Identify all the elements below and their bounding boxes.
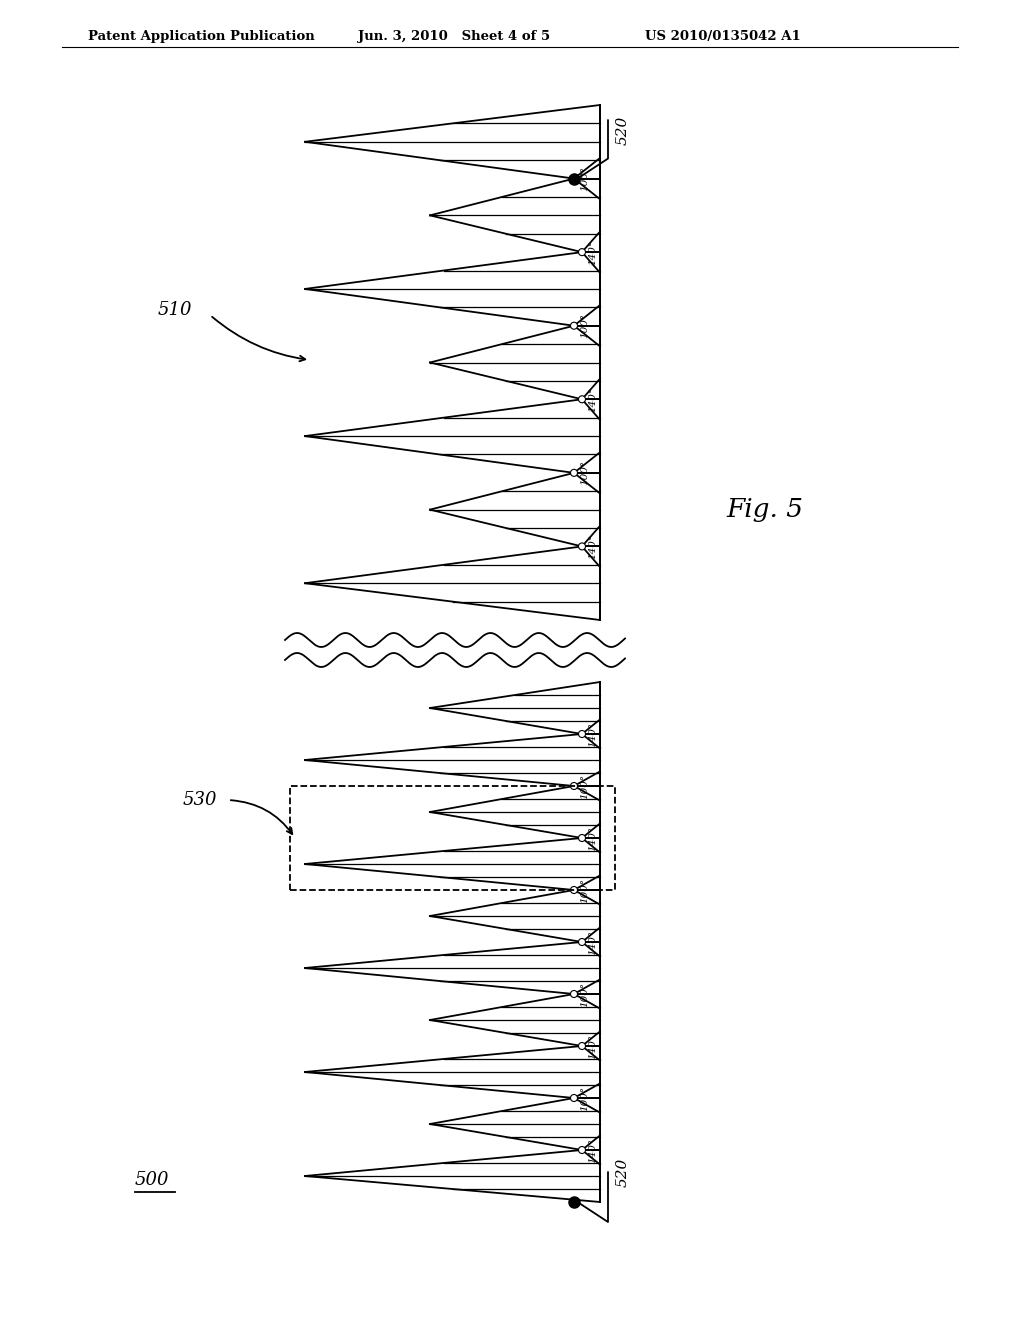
Text: 100°: 100° — [580, 313, 589, 338]
Circle shape — [570, 783, 578, 789]
Text: 100°: 100° — [580, 461, 589, 486]
Text: US 2010/0135042 A1: US 2010/0135042 A1 — [645, 30, 801, 44]
Circle shape — [579, 1043, 586, 1049]
Text: 520: 520 — [616, 1158, 630, 1187]
Text: 100°: 100° — [580, 878, 589, 903]
Text: 100°: 100° — [580, 166, 589, 191]
Text: 140°: 140° — [588, 387, 597, 412]
Text: 530: 530 — [182, 791, 217, 809]
Text: 100°: 100° — [580, 982, 589, 1007]
Text: 100°: 100° — [580, 774, 589, 799]
Text: 140°: 140° — [588, 722, 597, 747]
Circle shape — [570, 470, 578, 477]
Text: 140°: 140° — [588, 533, 597, 558]
Text: Patent Application Publication: Patent Application Publication — [88, 30, 314, 44]
Text: 100°: 100° — [580, 1085, 589, 1110]
Circle shape — [579, 543, 586, 550]
Circle shape — [570, 887, 578, 894]
Text: 140°: 140° — [588, 1034, 597, 1059]
Text: 510: 510 — [158, 301, 193, 319]
Circle shape — [570, 1094, 578, 1101]
Circle shape — [570, 176, 578, 182]
Circle shape — [579, 730, 586, 738]
Text: Jun. 3, 2010   Sheet 4 of 5: Jun. 3, 2010 Sheet 4 of 5 — [358, 30, 550, 44]
Circle shape — [579, 834, 586, 842]
Text: 140°: 140° — [588, 929, 597, 954]
Text: 140°: 140° — [588, 825, 597, 850]
Text: 140°: 140° — [588, 1138, 597, 1163]
Text: Fig. 5: Fig. 5 — [726, 498, 804, 523]
Circle shape — [570, 990, 578, 998]
Circle shape — [579, 1147, 586, 1154]
Circle shape — [579, 939, 586, 945]
Text: 500: 500 — [135, 1171, 169, 1189]
Text: 520: 520 — [616, 115, 630, 145]
Circle shape — [579, 248, 586, 256]
Circle shape — [570, 322, 578, 329]
Text: 140°: 140° — [588, 240, 597, 265]
Circle shape — [579, 396, 586, 403]
